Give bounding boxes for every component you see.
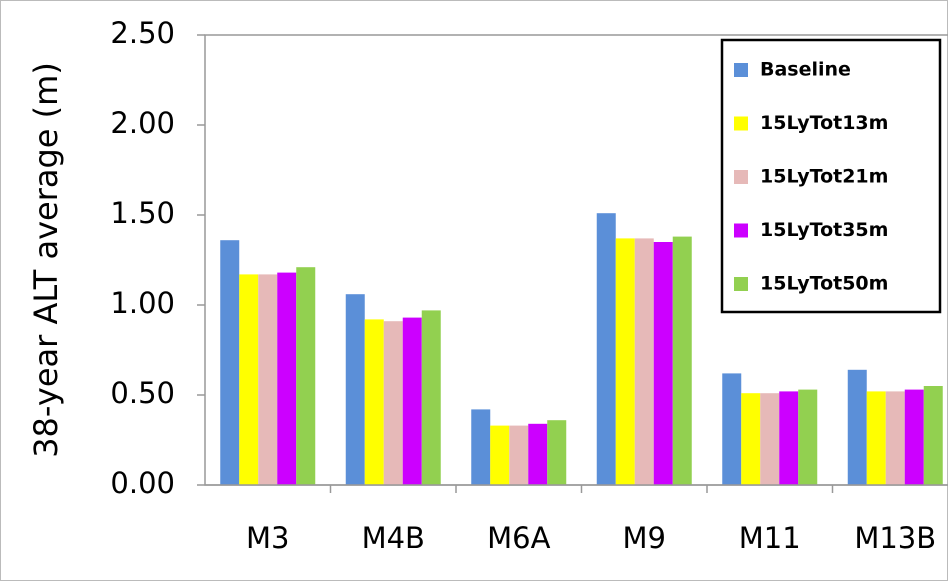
bar — [615, 238, 635, 485]
x-tick-label: M9 — [623, 521, 666, 555]
legend-label: 15LyTot13m — [760, 112, 888, 134]
x-tick-label: M3 — [246, 521, 289, 555]
bar — [528, 423, 548, 485]
bar — [383, 321, 403, 485]
bar — [634, 238, 654, 485]
bar — [220, 240, 240, 485]
y-tick-label: 0.00 — [110, 466, 175, 500]
x-tick-label: M13B — [854, 521, 936, 555]
legend-swatch — [734, 277, 748, 291]
legend-swatch — [734, 116, 748, 131]
bar — [421, 310, 441, 485]
bar — [239, 274, 259, 485]
y-tick-label: 1.00 — [110, 286, 175, 320]
legend-label: 15LyTot21m — [760, 166, 888, 188]
bar — [798, 389, 818, 485]
bar — [722, 373, 742, 485]
bar — [904, 389, 924, 485]
bar — [672, 236, 692, 485]
y-axis-label: 38-year ALT average (m) — [27, 62, 65, 458]
bar — [847, 369, 867, 485]
legend-label: Baseline — [760, 59, 851, 81]
x-tick-label: M4B — [362, 521, 425, 555]
bar — [885, 391, 905, 485]
bar — [866, 391, 886, 485]
bar — [596, 213, 616, 485]
y-tick-label: 2.50 — [110, 16, 175, 50]
legend-label: 15LyTot35m — [760, 219, 888, 241]
legend-swatch — [734, 63, 748, 77]
bar — [258, 274, 278, 485]
y-tick-label: 2.00 — [110, 106, 175, 140]
x-tick-label: M11 — [739, 521, 801, 555]
bar — [923, 386, 943, 485]
y-tick-label: 0.50 — [110, 376, 175, 410]
bar — [547, 420, 567, 485]
bar — [741, 393, 761, 485]
bar — [779, 391, 799, 485]
legend-label: 15LyTot50m — [760, 273, 888, 295]
bar — [402, 317, 422, 485]
bar — [653, 242, 673, 485]
bar — [345, 294, 365, 485]
bar — [760, 393, 780, 485]
legend-swatch — [734, 223, 748, 238]
bar — [471, 409, 491, 485]
legend-box — [720, 38, 942, 314]
bar — [277, 272, 297, 485]
bar — [296, 267, 316, 485]
y-tick-label: 1.50 — [110, 196, 175, 230]
x-tick-label: M6A — [487, 521, 550, 555]
bar — [364, 319, 384, 485]
bar — [490, 425, 510, 485]
bar — [509, 425, 529, 485]
legend-swatch — [734, 170, 748, 184]
